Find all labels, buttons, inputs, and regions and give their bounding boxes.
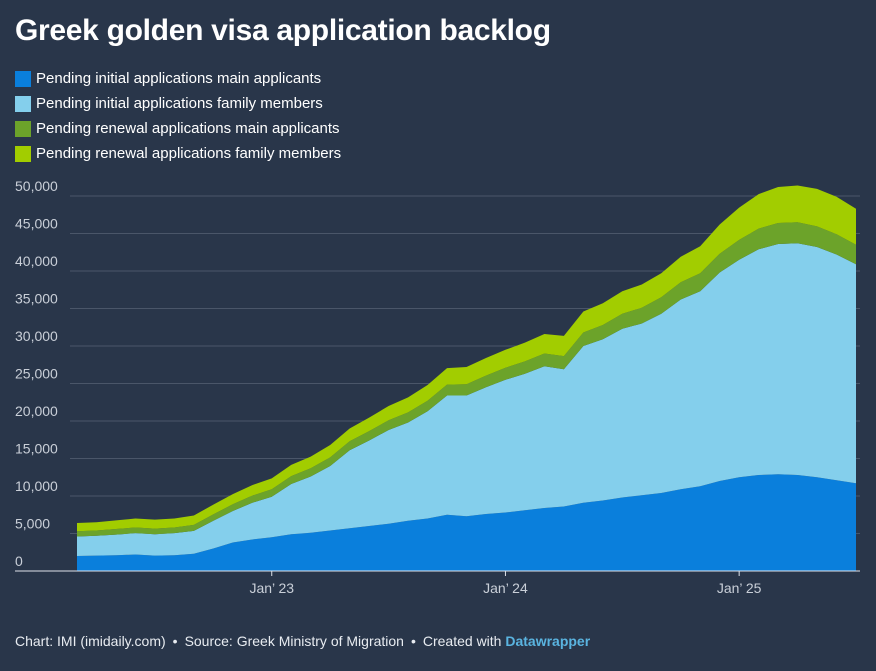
chart-credit: Chart: IMI (imidaily.com) (15, 633, 166, 649)
x-tick-label: Jan’ 23 (249, 580, 294, 596)
footer-separator: • (410, 633, 416, 649)
legend-label: Pending initial applications main applic… (36, 70, 322, 87)
stacked-area-chart: 0 5,000 10,000 15,000 20,000 25,000 30,000 35,0… (15, 178, 860, 596)
legend-swatch (15, 70, 31, 87)
legend-swatch (15, 120, 31, 137)
datawrapper-link[interactable]: Datawrapper (505, 633, 591, 649)
y-tick-label: 25,000 (15, 366, 58, 382)
y-tick-label: 45,000 (15, 216, 58, 232)
y-tick-label: 40,000 (15, 253, 58, 269)
area-series-4 (77, 185, 856, 532)
area-series-1 (77, 474, 856, 571)
legend-swatch (15, 145, 31, 162)
legend-swatch (15, 95, 31, 112)
x-tick-label: Jan’ 24 (483, 580, 528, 596)
chart-title: Greek golden visa application backlog (15, 14, 551, 47)
legend-item: Pending renewal applications main applic… (15, 116, 341, 141)
footer-separator: • (172, 633, 178, 649)
legend-item: Pending renewal applications family memb… (15, 141, 341, 166)
legend-label: Pending renewal applications family memb… (36, 145, 342, 162)
y-tick-label: 10,000 (15, 478, 58, 494)
chart-footer: Chart: IMI (imidaily.com) • Source: Greek … (15, 633, 590, 649)
y-tick-label: 30,000 (15, 328, 58, 344)
y-tick-label: 35,000 (15, 291, 58, 307)
y-tick-label: 20,000 (15, 403, 58, 419)
y-tick-label: 15,000 (15, 441, 58, 457)
created-with-label: Created with (422, 633, 502, 649)
x-tick-label: Jan’ 25 (717, 580, 762, 596)
y-tick-label: 0 (15, 553, 23, 569)
y-tick-label: 5,000 (15, 516, 50, 532)
legend-label: Pending renewal applications main applic… (36, 120, 340, 137)
y-tick-label: 50,000 (15, 178, 58, 194)
legend: Pending initial applications main applic… (15, 66, 341, 166)
area-series-3 (77, 222, 856, 537)
legend-item: Pending initial applications family memb… (15, 91, 341, 116)
data-source: Source: Greek Ministry of Migration (184, 633, 404, 649)
legend-label: Pending initial applications family memb… (36, 95, 323, 112)
legend-item: Pending initial applications main applic… (15, 66, 341, 91)
area-series-2 (77, 243, 856, 556)
